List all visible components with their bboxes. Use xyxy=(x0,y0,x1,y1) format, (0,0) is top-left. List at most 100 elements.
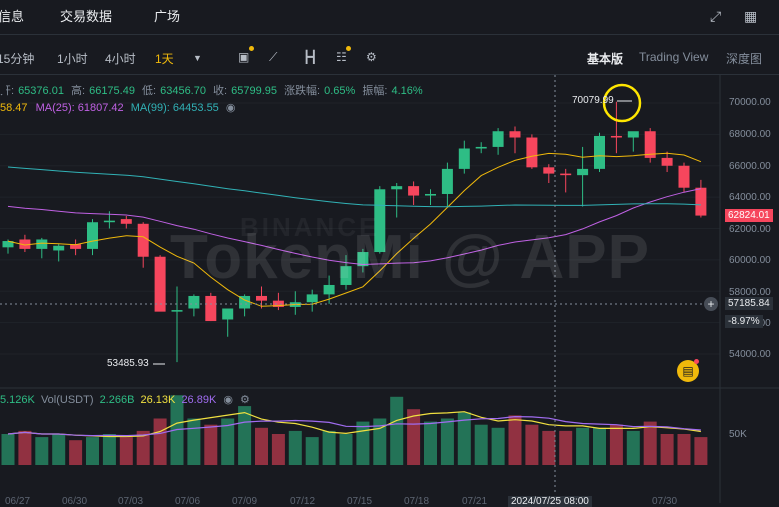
candle-body xyxy=(19,239,31,249)
view-basic[interactable]: 基本版 xyxy=(587,52,624,66)
ohlc-row: 开: 65376.01 高: 66175.49 低: 63456.70 收: 65799… xyxy=(0,82,427,98)
date-label: 07/06 xyxy=(175,496,201,507)
volume-bar xyxy=(52,434,66,465)
ohlc-clip xyxy=(0,82,6,94)
volume-bar xyxy=(694,437,708,465)
candle-body xyxy=(425,193,436,196)
interval-1d[interactable]: 1天 xyxy=(155,52,174,66)
volume-bar xyxy=(660,434,674,465)
ma-line xyxy=(7,188,702,266)
volume-bars xyxy=(1,395,708,465)
ma-lines xyxy=(7,152,702,307)
volume-bar xyxy=(525,424,539,465)
price-axis-label: 54000.00 xyxy=(729,349,771,360)
candle-body xyxy=(222,308,234,320)
ma25-label: MA(25): xyxy=(35,102,75,114)
volume-axis-label: 50K xyxy=(729,429,747,440)
date-label: 06/30 xyxy=(62,496,88,507)
volume-bar xyxy=(18,430,32,465)
candle-body xyxy=(87,222,98,249)
candle-body xyxy=(627,131,639,138)
volume-bar xyxy=(593,427,606,465)
gear-icon[interactable]: ⚙ xyxy=(366,50,377,64)
expand-icon[interactable]: ⤢ xyxy=(710,8,722,24)
candle-body xyxy=(188,295,200,309)
low-label: 低: xyxy=(142,85,157,97)
indicator-icon[interactable]: ⟋ xyxy=(269,50,278,64)
close-value: 65799.95 xyxy=(231,85,277,97)
candle-body xyxy=(357,252,369,267)
volume-bar xyxy=(102,434,116,465)
tab-divider xyxy=(0,34,779,35)
interval-4h[interactable]: 4小时 xyxy=(105,52,136,66)
price-axis-label: 70000.00 xyxy=(729,97,771,108)
volume-bar xyxy=(153,418,167,465)
candle-body xyxy=(171,310,183,312)
eye-icon[interactable]: ◉ xyxy=(223,394,233,406)
candle-body xyxy=(594,135,605,169)
candle-body xyxy=(340,266,352,285)
candle-body xyxy=(2,241,14,248)
high-label: 高: xyxy=(71,85,86,97)
high-marker-label: 70079.99 xyxy=(572,95,614,106)
volume-bar xyxy=(322,430,336,465)
volume-bar xyxy=(119,437,133,465)
candles xyxy=(2,101,707,363)
interval-1h[interactable]: 1小时 xyxy=(57,52,88,66)
settings-icon[interactable]: ⚙ xyxy=(240,394,250,406)
view-depth[interactable]: 深度图 xyxy=(726,52,763,66)
tab-info[interactable]: 信息 xyxy=(0,9,25,24)
chart-canvas[interactable] xyxy=(0,75,779,503)
volume-bar xyxy=(440,418,454,465)
view-tradingview[interactable]: Trading View xyxy=(639,50,709,64)
date-label: 07/09 xyxy=(232,496,258,507)
date-label: 07/15 xyxy=(347,496,373,507)
volume-ma10-value: 26.89K xyxy=(181,394,217,406)
volume-bar xyxy=(255,427,268,465)
candle-body xyxy=(272,300,284,307)
price-axis-label: 60000.00 xyxy=(729,255,771,266)
volume-bar xyxy=(677,434,691,465)
price-axis-label: 58000.00 xyxy=(729,287,771,298)
tab-square[interactable]: 广场 xyxy=(154,9,181,24)
tab-trading-data[interactable]: 交易数据 xyxy=(60,9,113,24)
ma7-value: 58.47 xyxy=(0,102,28,114)
candle-body xyxy=(509,131,521,138)
notification-dot xyxy=(346,46,351,51)
volume-bar xyxy=(373,418,387,465)
floating-action-button[interactable]: ▤ xyxy=(677,360,699,382)
eye-icon[interactable]: ◉ xyxy=(225,102,236,114)
watermark: TokenMi @ APP xyxy=(170,223,650,292)
ma99-label: MA(99): xyxy=(130,102,170,114)
volume-bar xyxy=(626,430,640,465)
chart-settings-icon[interactable]: ☷ xyxy=(336,50,347,64)
add-alert-icon[interactable]: + xyxy=(704,297,718,311)
volume-bar xyxy=(238,406,252,465)
ma-row: 58.47 MA(25): 61807.42 MA(99): 64453.55 … xyxy=(0,101,235,114)
crosshair-price-tag: 57185.84 xyxy=(725,297,773,310)
interval-15m[interactable]: 15分钟 xyxy=(0,52,35,66)
volume-bar xyxy=(643,421,657,465)
candle-body xyxy=(610,135,622,138)
grid-layout-icon[interactable]: ▦ xyxy=(744,8,758,24)
candle-body xyxy=(492,131,504,147)
candle-body xyxy=(154,256,166,312)
candle-body xyxy=(205,295,217,322)
date-label: 07/21 xyxy=(462,496,488,507)
calendar-icon[interactable]: ▣ xyxy=(238,50,250,64)
volume-bar xyxy=(407,409,421,465)
candle-body xyxy=(526,137,538,168)
volume-bar xyxy=(559,430,573,465)
volume-bar xyxy=(69,440,83,465)
highlight-circle xyxy=(602,83,642,123)
date-label: 06/27 xyxy=(5,496,31,507)
ma25-value: 61807.42 xyxy=(77,102,124,114)
volume-bar xyxy=(542,430,556,465)
volume-bar xyxy=(271,434,285,465)
volume-base-value: 5.126K xyxy=(0,394,35,406)
interval-dropdown-icon[interactable]: ▼ xyxy=(193,53,202,63)
ma-line xyxy=(7,152,702,307)
candle-body xyxy=(323,284,335,295)
date-label: 07/18 xyxy=(404,496,430,507)
candle-type-icon[interactable]: ┣┫ xyxy=(303,50,318,64)
